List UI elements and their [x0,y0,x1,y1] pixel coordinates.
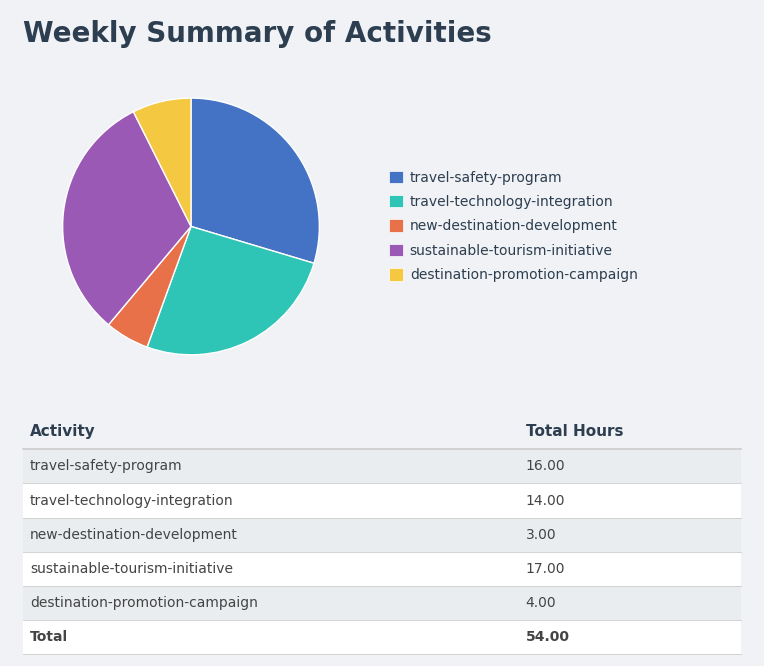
Bar [23,551,741,586]
Text: Activity: Activity [30,424,96,439]
Text: destination-promotion-campaign: destination-promotion-campaign [30,596,258,610]
Wedge shape [134,98,191,226]
Text: 17.00: 17.00 [526,562,565,576]
Text: 16.00: 16.00 [526,460,565,474]
Bar [23,620,741,654]
Text: 4.00: 4.00 [526,596,556,610]
Text: new-destination-development: new-destination-development [30,527,238,541]
Text: travel-technology-integration: travel-technology-integration [30,494,234,507]
Wedge shape [191,98,319,263]
Text: Total: Total [30,630,68,644]
Text: Total Hours: Total Hours [526,424,623,439]
Text: travel-safety-program: travel-safety-program [30,460,183,474]
Text: 54.00: 54.00 [526,630,570,644]
Wedge shape [63,112,191,325]
Wedge shape [147,226,314,355]
Text: 3.00: 3.00 [526,527,556,541]
Bar [23,484,741,517]
Bar [23,517,741,551]
Wedge shape [108,226,191,347]
Text: sustainable-tourism-initiative: sustainable-tourism-initiative [30,562,233,576]
Bar [23,586,741,620]
Legend: travel-safety-program, travel-technology-integration, new-destination-developmen: travel-safety-program, travel-technology… [389,170,638,282]
Bar [23,450,741,484]
Text: 14.00: 14.00 [526,494,565,507]
Text: Weekly Summary of Activities: Weekly Summary of Activities [23,20,492,48]
